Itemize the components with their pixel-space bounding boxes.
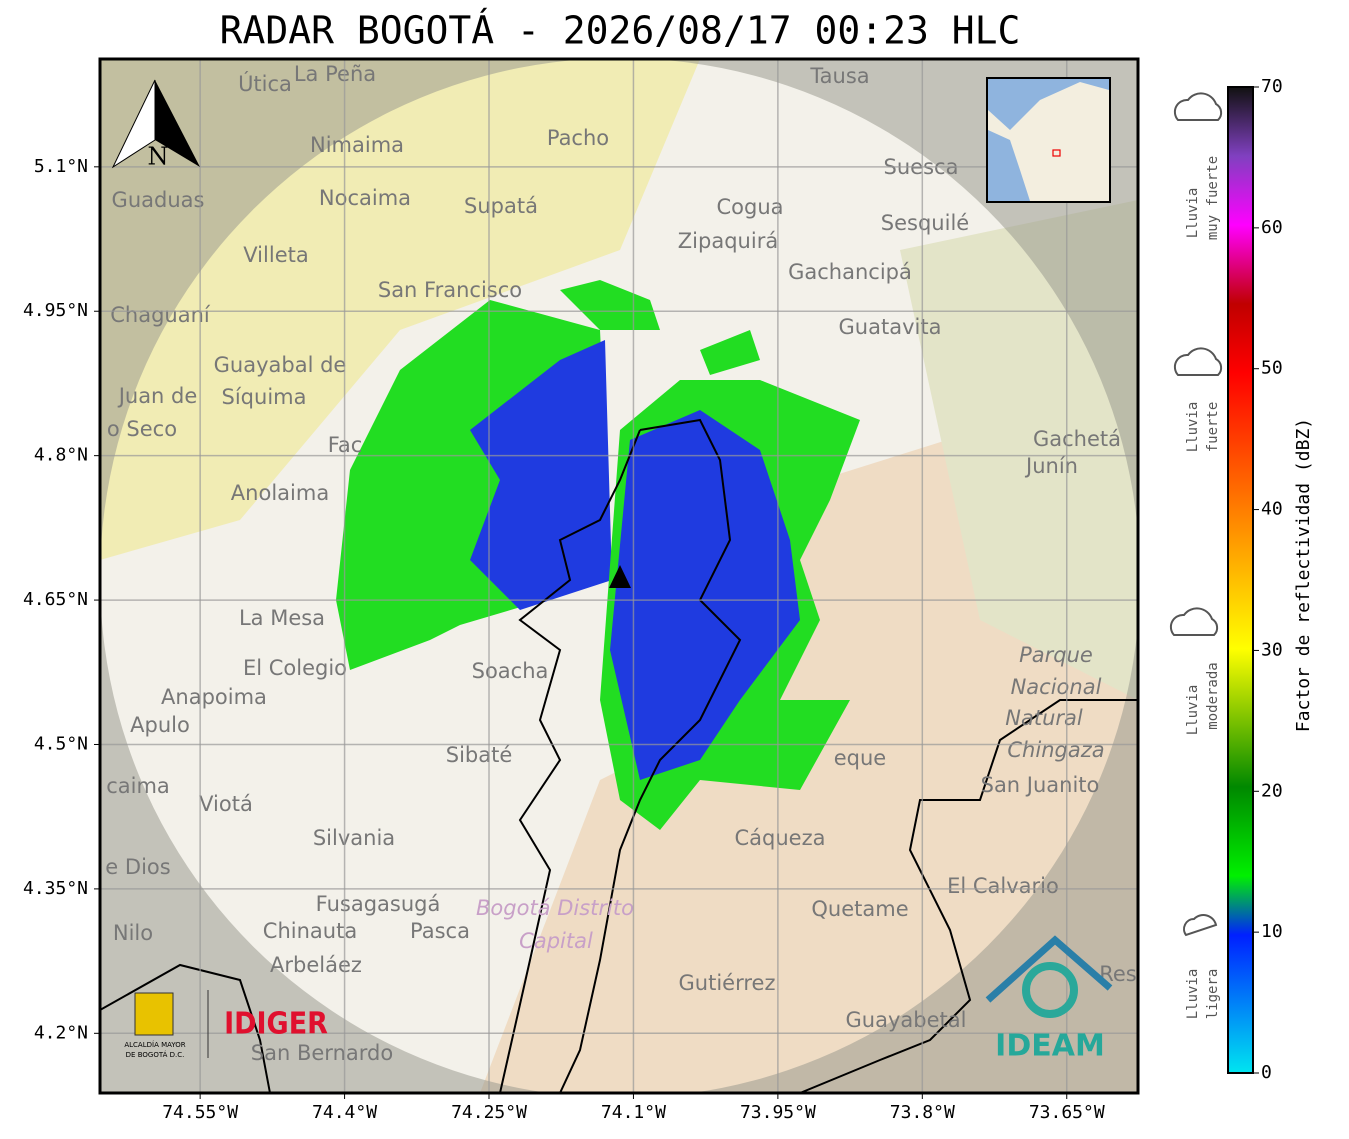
place-label: Capital bbox=[519, 929, 593, 953]
place-label: Pasca bbox=[410, 919, 470, 943]
rain-label: moderada bbox=[1205, 662, 1221, 729]
place-label: Quetame bbox=[811, 897, 908, 921]
place-label: San Bernardo bbox=[251, 1041, 393, 1065]
x-tick-label: 74.25°W bbox=[451, 1102, 527, 1123]
inset-map bbox=[986, 77, 1111, 203]
place-label: Guaduas bbox=[112, 188, 205, 212]
rain-legend: Lluvia muy fuerte Lluvia fuerte Lluvia m… bbox=[1169, 92, 1223, 1020]
place-label: Útica bbox=[238, 71, 292, 96]
y-tick-label: 4.5°N bbox=[34, 733, 88, 754]
colorbar-tick-label: 40 bbox=[1261, 499, 1283, 520]
place-label: Nacional bbox=[1011, 675, 1102, 699]
place-label: Fusagasugá bbox=[316, 892, 441, 916]
rain-label: fuerte bbox=[1205, 402, 1221, 453]
rain-label: Lluvia bbox=[1185, 969, 1201, 1020]
y-tick-label: 4.8°N bbox=[34, 445, 88, 466]
place-label: Gachetá bbox=[1033, 427, 1121, 451]
place-label: Tausa bbox=[809, 64, 869, 88]
y-tick-label: 4.2°N bbox=[34, 1022, 88, 1043]
colorbar-tick-label: 30 bbox=[1261, 639, 1283, 660]
north-label: N bbox=[148, 143, 169, 171]
place-label: Pacho bbox=[547, 126, 609, 150]
rain-label: muy fuerte bbox=[1205, 156, 1221, 240]
place-label: Parque bbox=[1019, 643, 1093, 667]
place-label: Soacha bbox=[472, 659, 549, 683]
logo-text: IDIGER bbox=[224, 1007, 328, 1042]
place-label: Cogua bbox=[716, 195, 783, 219]
place-label: eque bbox=[834, 746, 886, 770]
place-label: Chaguaní bbox=[110, 303, 211, 327]
place-label: Nocaima bbox=[319, 186, 411, 210]
colorbar-label: Factor de reflectividad (dBZ) bbox=[1293, 418, 1314, 732]
place-label: El Calvario bbox=[947, 874, 1059, 898]
y-tick-label: 4.65°N bbox=[23, 589, 88, 610]
x-tick-label: 74.55°W bbox=[162, 1102, 238, 1123]
place-label: Sesquilé bbox=[881, 211, 969, 235]
map bbox=[100, 59, 1138, 1093]
x-tick-label: 73.8°W bbox=[890, 1102, 955, 1123]
logo-text: IDEAM bbox=[995, 1029, 1105, 1064]
place-label: Viotá bbox=[199, 792, 253, 816]
colorbar-tick-label: 70 bbox=[1261, 76, 1283, 97]
x-tick-label: 74.4°W bbox=[312, 1102, 377, 1123]
logo-text: DE BOGOTÁ D.C. bbox=[126, 1050, 185, 1059]
colorbar-tick-label: 50 bbox=[1261, 358, 1283, 379]
place-label: Zipaquirá bbox=[678, 229, 778, 253]
rain-label: Lluvia bbox=[1185, 402, 1201, 453]
x-tick-label: 73.65°W bbox=[1029, 1102, 1105, 1123]
title: RADAR BOGOTÁ - 2026/08/17 00:23 HLC bbox=[220, 9, 1021, 53]
place-label: o Seco bbox=[107, 417, 177, 441]
colorbar-tick-label: 20 bbox=[1261, 780, 1283, 801]
place-label: Bogotá Distrito bbox=[476, 896, 634, 920]
place-label: Juan de bbox=[117, 384, 198, 408]
rain-label: ligera bbox=[1205, 969, 1221, 1020]
place-label: Supatá bbox=[464, 194, 538, 218]
place-label: Natural bbox=[1005, 706, 1083, 730]
compass: N bbox=[111, 79, 200, 171]
place-label: Guayabal de bbox=[214, 353, 347, 377]
place-label: San Francisco bbox=[378, 278, 522, 302]
y-tick-label: 5.1°N bbox=[34, 156, 88, 177]
rain-label: Lluvia bbox=[1185, 188, 1201, 239]
place-label: Nilo bbox=[113, 921, 153, 945]
place-label: Arbeláez bbox=[270, 953, 362, 977]
map-frame bbox=[98, 57, 1140, 1095]
x-tick-label: 74.1°W bbox=[601, 1102, 666, 1123]
place-label: Nimaima bbox=[310, 133, 404, 157]
place-label: Villeta bbox=[243, 243, 308, 267]
colorbar bbox=[1227, 86, 1254, 1074]
place-label: La Mesa bbox=[239, 606, 325, 630]
place-label: Chinauta bbox=[263, 919, 357, 943]
place-label: Síquima bbox=[222, 385, 307, 409]
place-label: caima bbox=[106, 774, 170, 798]
colorbar-tick-label: 10 bbox=[1261, 921, 1283, 942]
place-label: La Peña bbox=[294, 62, 376, 86]
x-tick-label: 73.95°W bbox=[740, 1102, 816, 1123]
place-label: Anapoima bbox=[161, 685, 267, 709]
place-label: Cáqueza bbox=[735, 826, 826, 850]
place-label: Gachancipá bbox=[788, 260, 912, 284]
place-label: Chingaza bbox=[1007, 738, 1104, 762]
place-label: Guayabetal bbox=[846, 1008, 967, 1032]
place-label: Gutiérrez bbox=[679, 971, 776, 995]
place-label: Silvania bbox=[313, 826, 395, 850]
y-tick-label: 4.95°N bbox=[23, 300, 88, 321]
place-label: Anolaima bbox=[231, 481, 329, 505]
place-label: Apulo bbox=[130, 713, 190, 737]
place-label: e Dios bbox=[105, 855, 170, 879]
place-label: San Juanito bbox=[981, 773, 1100, 797]
logos: ALCALDÍA MAYOR DE BOGOTÁ D.C. IDIGER IDE… bbox=[124, 935, 1113, 1064]
rain-label: Lluvia bbox=[1185, 685, 1201, 736]
colorbar-tick-label: 0 bbox=[1261, 1062, 1272, 1083]
place-label: El Colegio bbox=[243, 656, 347, 680]
logo-text: ALCALDÍA MAYOR bbox=[124, 1040, 185, 1049]
y-tick-label: 4.35°N bbox=[23, 878, 88, 899]
place-label: Guatavita bbox=[839, 315, 942, 339]
place-label: Sibaté bbox=[446, 743, 513, 767]
place-label: Junín bbox=[1024, 454, 1078, 478]
colorbar-tick-label: 60 bbox=[1261, 217, 1283, 238]
